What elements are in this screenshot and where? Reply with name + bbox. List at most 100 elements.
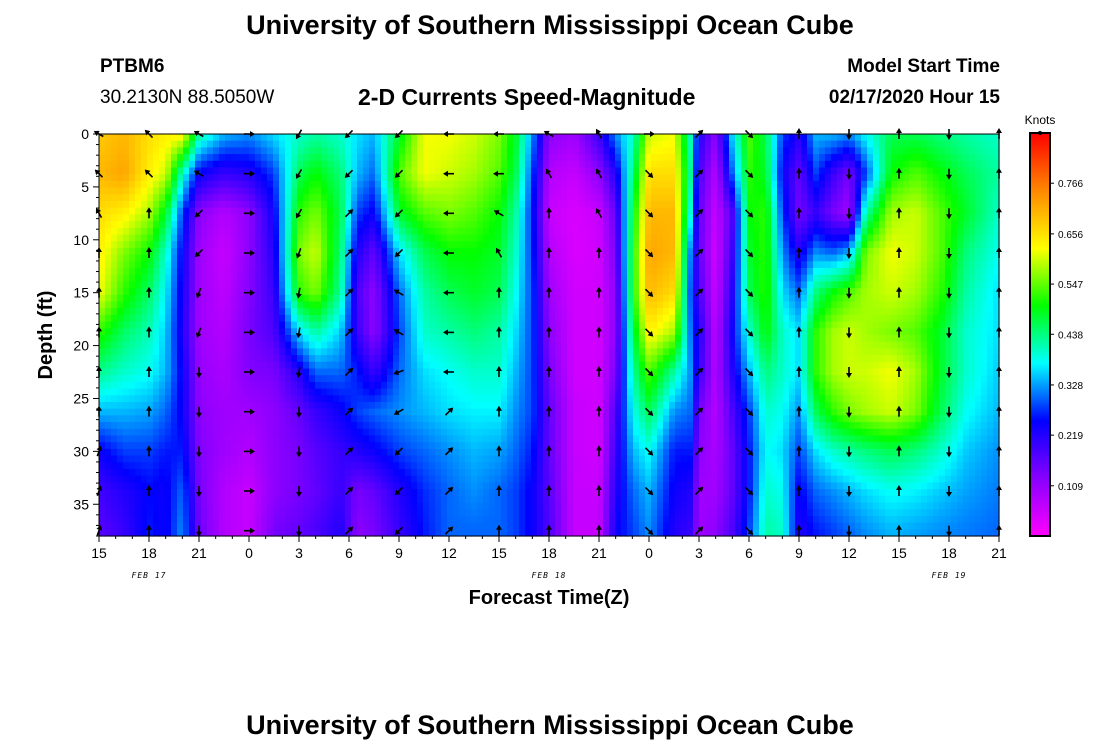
heatmap-cell: [303, 402, 310, 410]
heatmap-cell: [129, 388, 136, 396]
heatmap-cell: [183, 388, 190, 396]
heatmap-cell: [159, 522, 166, 530]
heatmap-cell: [519, 495, 526, 504]
heatmap-cell: [123, 160, 130, 169]
heatmap-cell: [267, 495, 274, 504]
heatmap-cell: [285, 174, 292, 182]
heatmap-cell: [537, 180, 544, 189]
heatmap-cell: [489, 314, 496, 323]
heatmap-cell: [147, 489, 154, 497]
heatmap-cell: [249, 522, 256, 530]
heatmap-cell: [189, 475, 196, 483]
heatmap-cell: [105, 448, 112, 457]
heatmap-cell: [153, 482, 160, 490]
heatmap-cell: [453, 469, 460, 477]
heatmap-cell: [471, 448, 478, 457]
heatmap-cell: [135, 475, 142, 483]
heatmap-cell: [507, 134, 514, 142]
heatmap-cell: [153, 187, 160, 195]
heatmap-cell: [189, 247, 196, 256]
heatmap-cell: [255, 301, 262, 309]
heatmap-cell: [471, 301, 478, 309]
heatmap-cell: [399, 442, 406, 450]
heatmap-cell: [471, 294, 478, 303]
heatmap-cell: [219, 455, 226, 463]
heatmap-cell: [549, 221, 556, 229]
heatmap-cell: [309, 489, 316, 497]
heatmap-cell: [429, 522, 436, 530]
heatmap-cell: [339, 167, 346, 175]
heatmap-cell: [327, 462, 334, 470]
heatmap-cell: [489, 402, 496, 410]
heatmap-cell: [189, 348, 196, 356]
heatmap-cell: [537, 147, 544, 155]
heatmap-cell: [147, 348, 154, 356]
heatmap-cell: [369, 234, 376, 242]
heatmap-cell: [501, 247, 508, 256]
heatmap-cell: [117, 308, 124, 316]
heatmap-cell: [129, 214, 136, 222]
heatmap-cell: [195, 261, 202, 269]
heatmap-cell: [513, 268, 520, 276]
heatmap-cell: [249, 268, 256, 276]
heatmap-cell: [507, 348, 514, 356]
heatmap-cell: [147, 154, 154, 162]
heatmap-cell: [585, 241, 592, 249]
heatmap-cell: [327, 361, 334, 370]
heatmap-cell: [387, 314, 394, 323]
heatmap-cell: [555, 321, 562, 329]
heatmap-cell: [141, 341, 148, 349]
heatmap-cell: [381, 301, 388, 309]
heatmap-cell: [459, 247, 466, 256]
heatmap-cell: [495, 160, 502, 169]
heatmap-cell: [411, 321, 418, 329]
heatmap-cell: [309, 442, 316, 450]
heatmap-cell: [339, 489, 346, 497]
heatmap-cell: [285, 448, 292, 457]
heatmap-cell: [357, 187, 364, 195]
heatmap-cell: [237, 448, 244, 457]
heatmap-cell: [267, 455, 274, 463]
heatmap-cell: [381, 368, 388, 376]
heatmap-cell: [417, 381, 424, 390]
heatmap-cell: [177, 261, 184, 269]
heatmap-cell: [255, 529, 262, 537]
heatmap-cell: [141, 442, 148, 450]
heatmap-cell: [153, 328, 160, 336]
heatmap-cell: [429, 207, 436, 215]
heatmap-cell: [339, 448, 346, 457]
heatmap-cell: [435, 140, 442, 148]
heatmap-cell: [327, 214, 334, 222]
heatmap-cell: [591, 455, 598, 463]
heatmap-cell: [171, 355, 178, 363]
heatmap-cell: [255, 515, 262, 524]
heatmap-cell: [201, 160, 208, 169]
heatmap-cell: [99, 375, 106, 383]
heatmap-cell: [237, 442, 244, 450]
heatmap-cell: [405, 221, 412, 229]
heatmap-cell: [555, 462, 562, 470]
heatmap-cell: [237, 187, 244, 195]
heatmap-cell: [489, 214, 496, 222]
heatmap-cell: [567, 274, 574, 282]
heatmap-cell: [279, 475, 286, 483]
heatmap-cell: [429, 160, 436, 169]
heatmap-cell: [525, 515, 532, 524]
heatmap-cell: [585, 489, 592, 497]
heatmap-cell: [495, 147, 502, 155]
heatmap-cell: [429, 254, 436, 262]
heatmap-cell: [465, 368, 472, 376]
heatmap-cell: [297, 214, 304, 222]
heatmap-cell: [549, 134, 556, 142]
heatmap-cell: [327, 187, 334, 195]
heatmap-cell: [483, 241, 490, 249]
heatmap-cell: [363, 355, 370, 363]
heatmap-cell: [405, 261, 412, 269]
heatmap-cell: [177, 388, 184, 396]
heatmap-cell: [237, 147, 244, 155]
heatmap-cell: [477, 140, 484, 148]
heatmap-cell: [111, 214, 118, 222]
heatmap-cell: [405, 174, 412, 182]
heatmap-cell: [147, 402, 154, 410]
heatmap-cell: [297, 502, 304, 510]
